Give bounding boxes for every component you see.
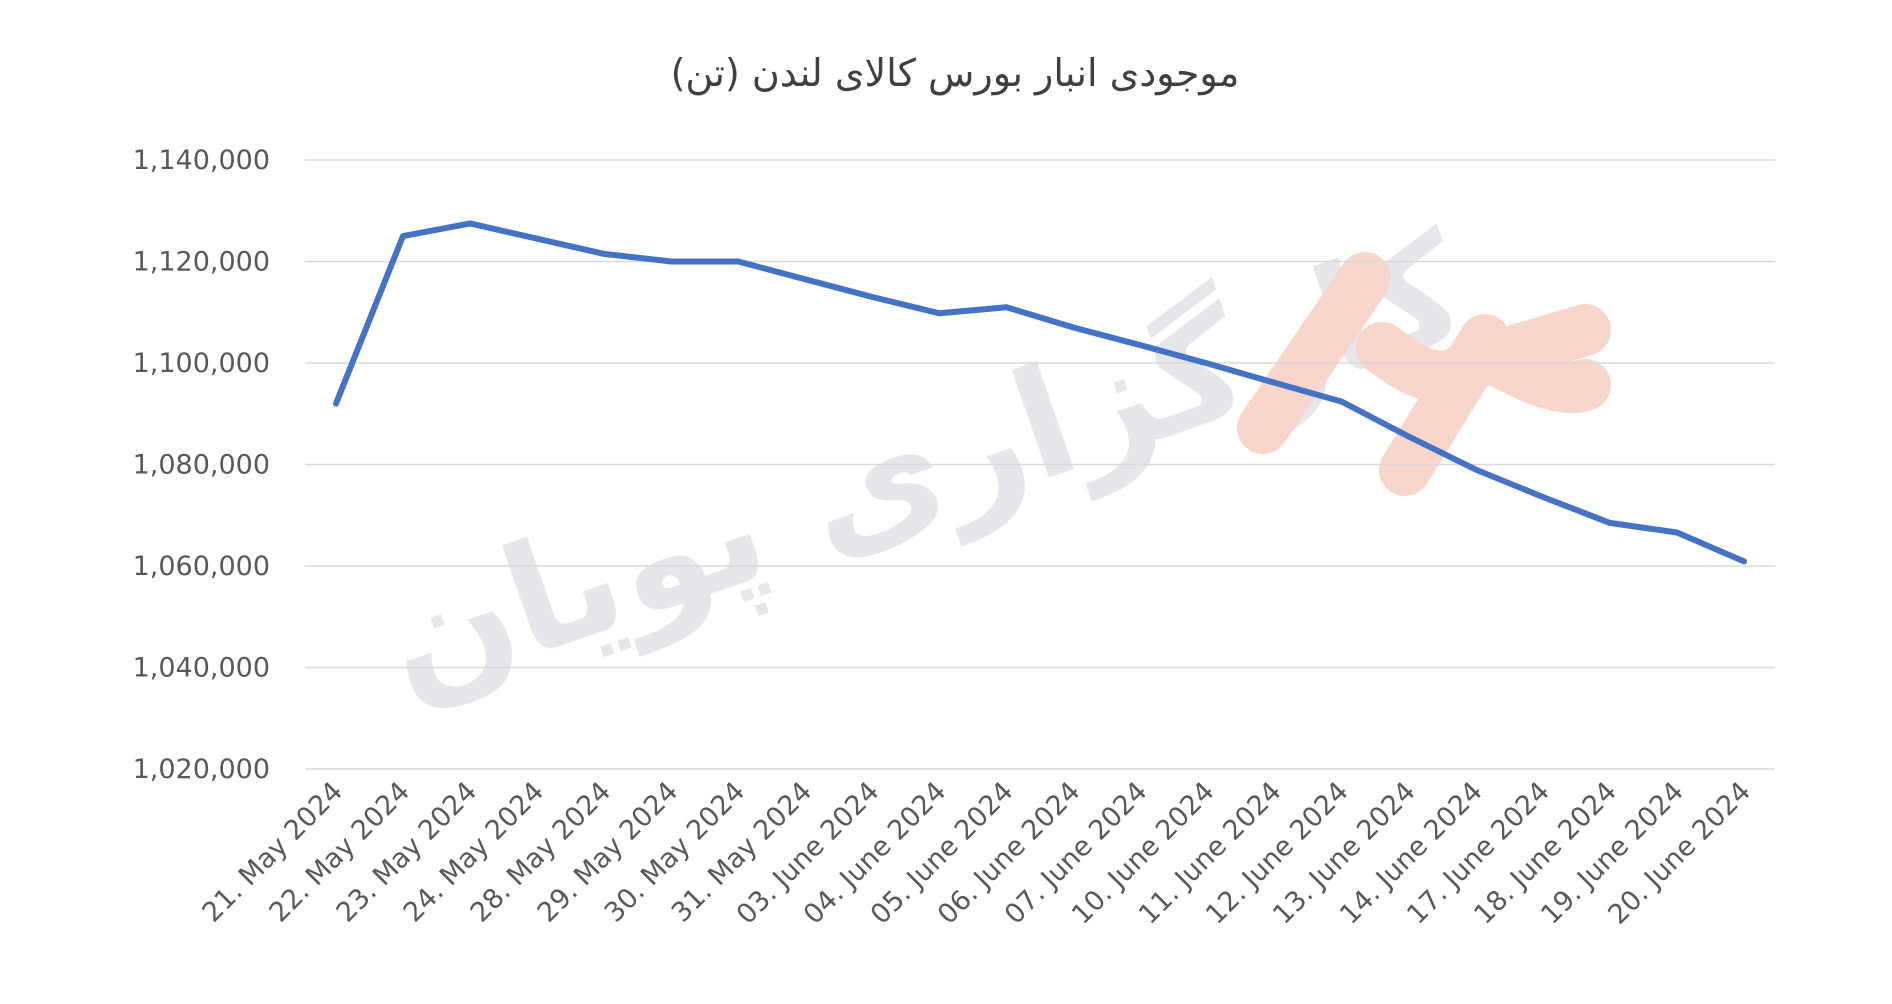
data-point	[400, 233, 406, 239]
y-tick-label: 1,100,000	[133, 348, 270, 379]
y-tick-label: 1,040,000	[133, 653, 270, 684]
series-line	[333, 220, 1747, 565]
watermark: کارگزاری پویان	[361, 200, 1611, 734]
data-point	[1138, 342, 1144, 348]
data-point	[1540, 494, 1546, 500]
data-point	[735, 259, 741, 265]
data-point	[1205, 361, 1211, 367]
y-tick-label: 1,120,000	[133, 247, 270, 278]
data-point	[467, 220, 473, 226]
watermark-logo-icon	[1237, 252, 1611, 496]
y-tick-label: 1,060,000	[133, 551, 270, 582]
chart-title: موجودی انبار بورس کالای لندن (تن)	[671, 51, 1240, 96]
data-point	[333, 401, 339, 407]
data-point	[869, 294, 875, 300]
data-point	[1473, 467, 1479, 473]
data-point	[802, 276, 808, 282]
data-point	[1607, 520, 1613, 526]
data-point	[601, 251, 607, 257]
data-point	[1071, 324, 1077, 330]
y-tick-label: 1,080,000	[133, 450, 270, 481]
y-tick-label: 1,020,000	[133, 754, 270, 785]
data-point	[1674, 530, 1680, 536]
y-tick-label: 1,140,000	[133, 145, 270, 176]
data-point	[1339, 399, 1345, 405]
data-point	[668, 259, 674, 265]
data-point	[1406, 434, 1412, 440]
series-layer	[333, 220, 1747, 565]
data-point	[1003, 304, 1009, 310]
data-point	[534, 236, 540, 242]
watermark-text: کارگزاری پویان	[361, 200, 1486, 733]
data-point	[936, 310, 942, 316]
data-point	[1272, 380, 1278, 386]
y-axis-ticks: 1,020,000 1,040,000 1,060,000 1,080,000 1,10…	[133, 145, 270, 785]
gridlines	[305, 159, 1775, 770]
data-point	[1741, 558, 1747, 564]
